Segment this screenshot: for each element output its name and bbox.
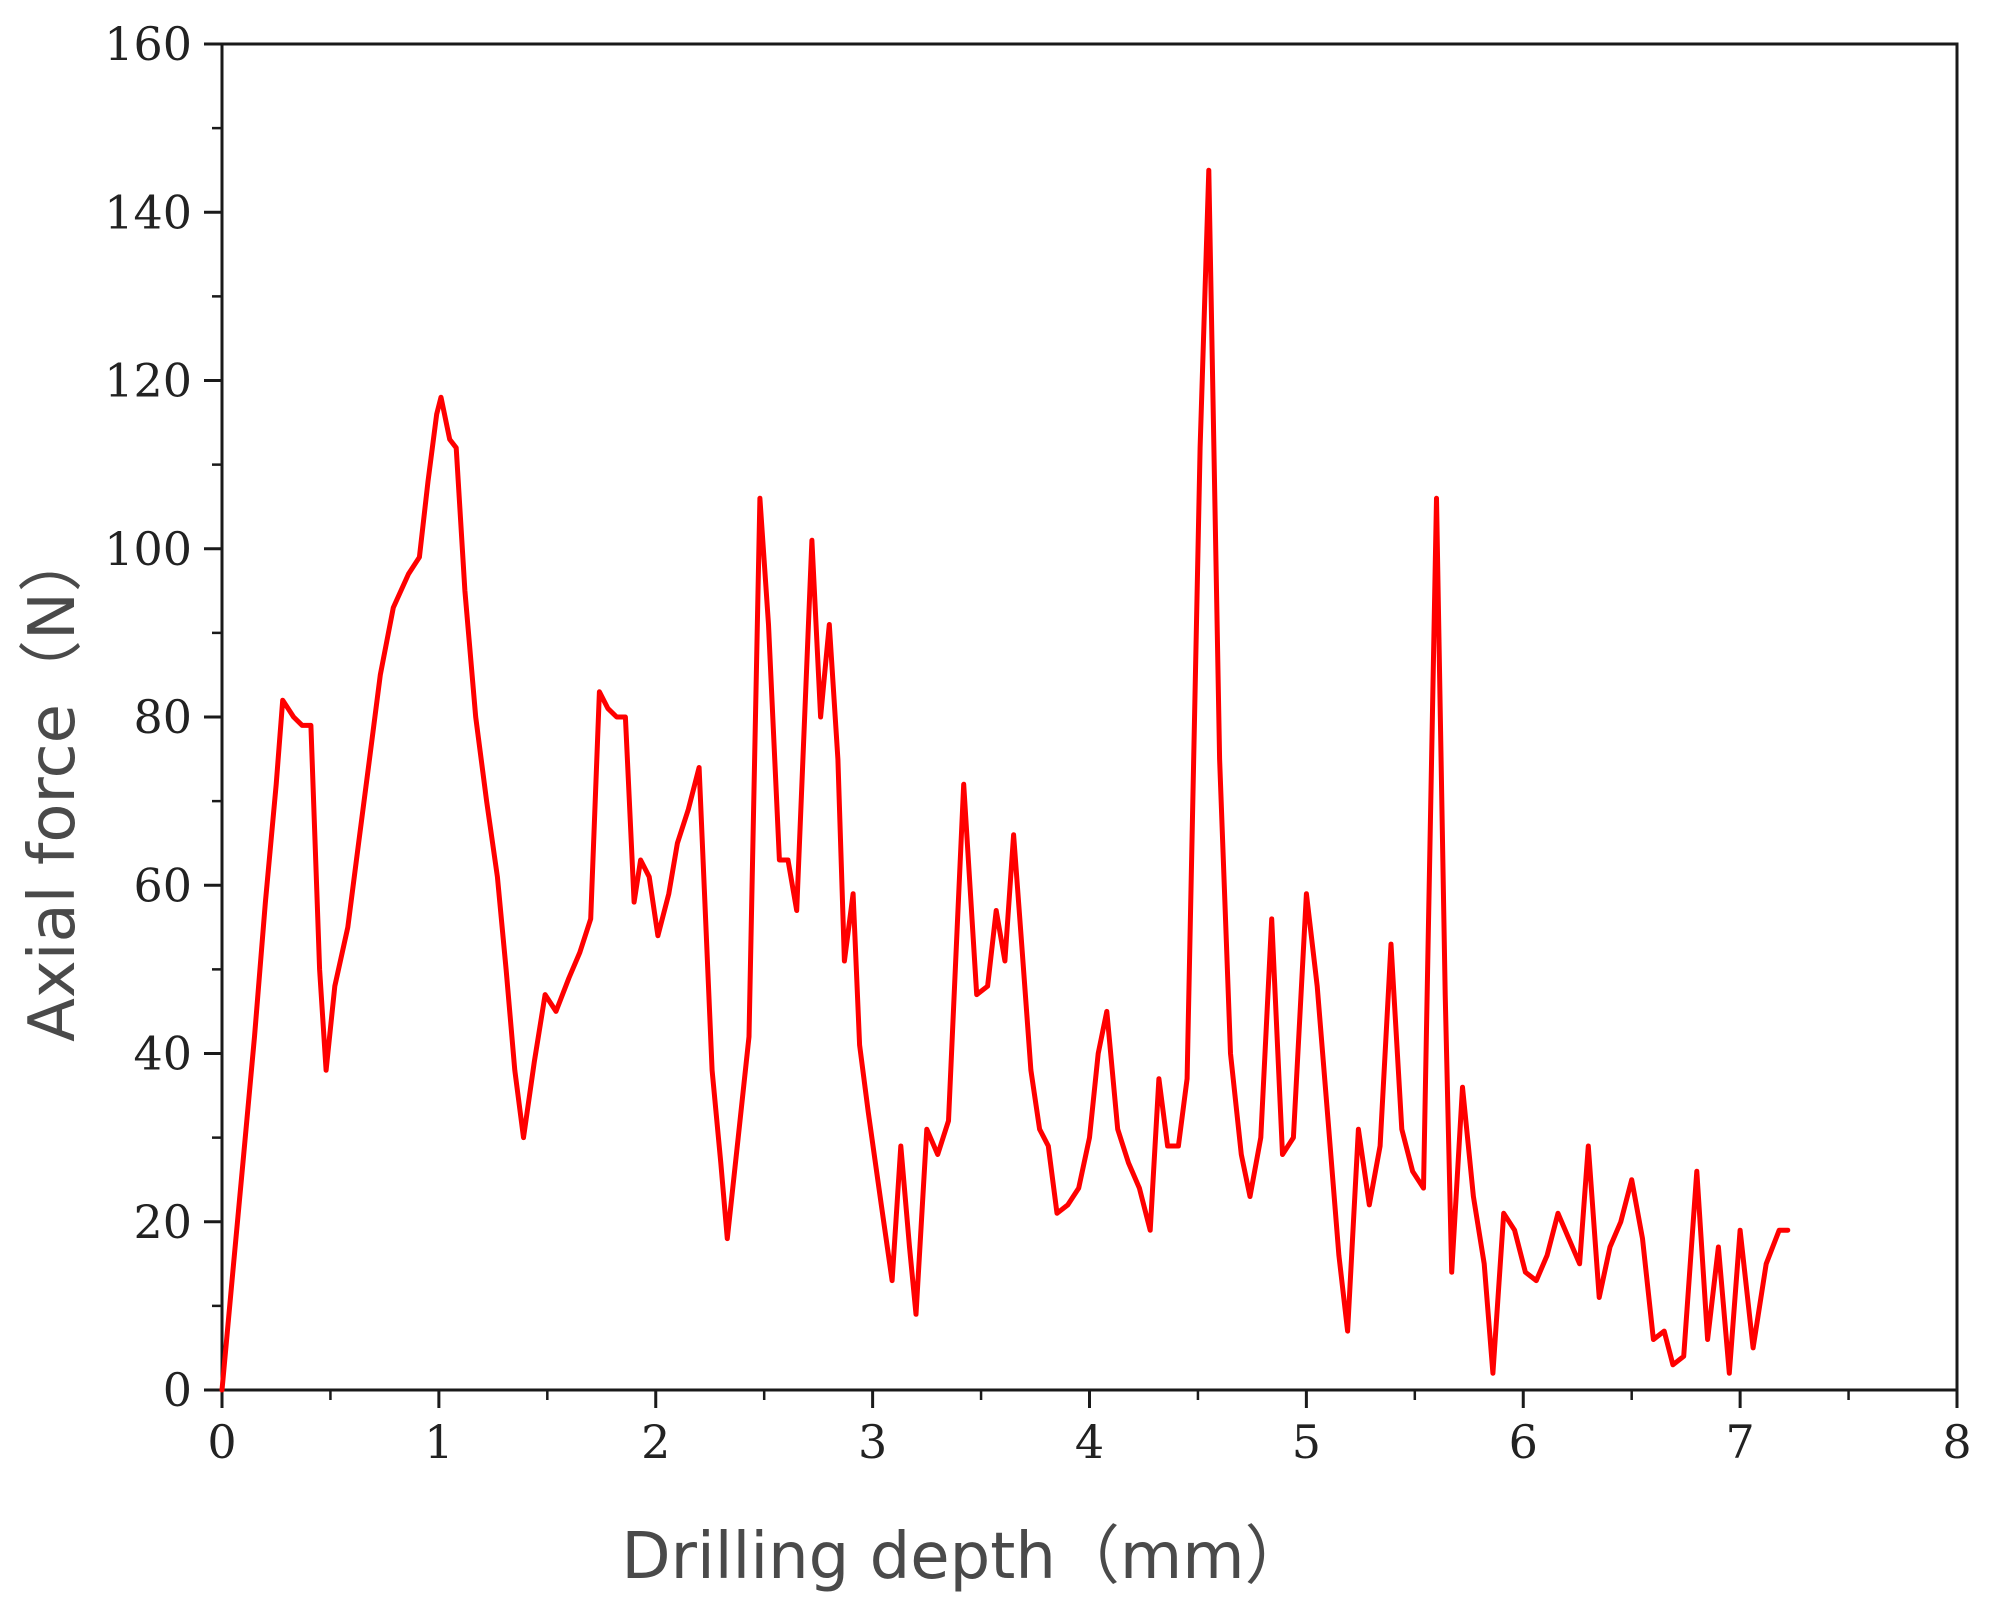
y-tick-label: 60 [133,858,192,912]
y-tick-label: 0 [163,1363,192,1417]
y-tick-label: 120 [104,354,192,408]
x-tick-label: 3 [858,1415,887,1469]
x-tick-label: 8 [1942,1415,1971,1469]
x-axis-ticks: 0 1 2 3 4 5 6 7 8 [207,1390,1972,1469]
y-tick-label: 80 [133,690,192,744]
x-tick-label: 4 [1075,1415,1104,1469]
x-tick-label: 7 [1725,1415,1754,1469]
x-tick-label: 1 [424,1415,453,1469]
y-tick-label: 160 [104,17,192,71]
x-tick-label: 2 [641,1415,670,1469]
x-tick-label: 6 [1509,1415,1538,1469]
y-tick-label: 140 [104,185,192,239]
y-axis-title: Axial force（N） [16,528,90,1042]
y-tick-label: 20 [133,1195,192,1249]
y-tick-label: 100 [104,522,192,576]
y-tick-label: 40 [133,1027,192,1081]
x-tick-label: 0 [207,1415,236,1469]
x-tick-label: 5 [1292,1415,1321,1469]
y-axis-ticks: 0 20 40 60 80 100 120 140 160 [104,17,222,1417]
series-line-0 [219,167,1791,1393]
x-axis-title: Drilling depth（mm） [621,1520,1308,1594]
series-layer [219,167,1791,1393]
